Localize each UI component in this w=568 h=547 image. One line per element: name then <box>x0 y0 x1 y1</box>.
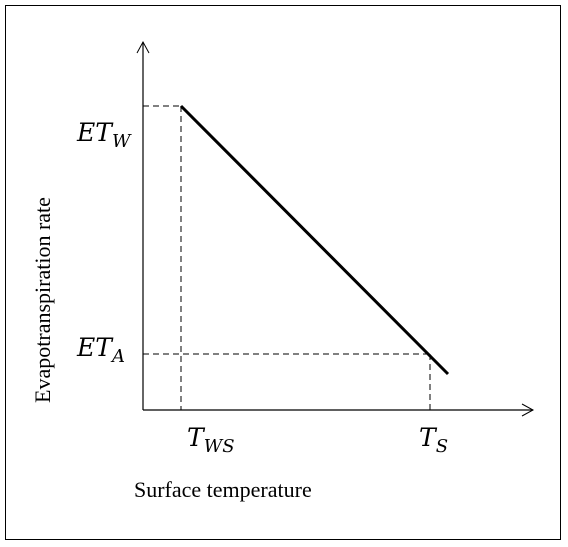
etw-label: ETW <box>76 118 132 152</box>
y-axis-title: Evapotranspiration rate <box>30 197 55 403</box>
x-axis-title: Surface temperature <box>134 477 312 502</box>
figure-frame <box>5 5 561 540</box>
ts-label: TS <box>419 423 448 457</box>
tws-label: TWS <box>187 423 235 457</box>
eta-label: ETA <box>76 333 125 367</box>
et-temperature-line <box>179 104 450 376</box>
